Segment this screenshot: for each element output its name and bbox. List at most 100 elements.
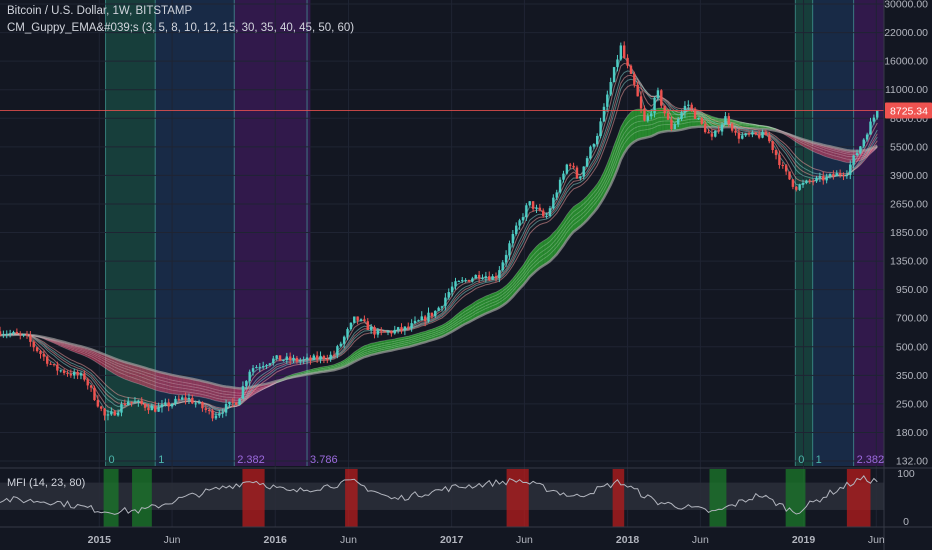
candle-body bbox=[430, 312, 434, 317]
candle-body bbox=[292, 357, 295, 361]
fib-label-1: 1 bbox=[158, 454, 164, 466]
candle bbox=[231, 398, 235, 408]
candle bbox=[302, 356, 305, 365]
candle bbox=[811, 178, 815, 186]
candle bbox=[636, 81, 639, 97]
candle bbox=[339, 341, 342, 348]
price-tick-label: 5500.00 bbox=[890, 141, 928, 153]
candle-body bbox=[660, 90, 663, 106]
candle bbox=[700, 116, 704, 126]
candle bbox=[477, 270, 481, 283]
candle bbox=[224, 399, 228, 417]
candle bbox=[565, 163, 569, 175]
candle bbox=[521, 213, 525, 224]
candle bbox=[59, 369, 62, 373]
time-tick-label: Jun bbox=[340, 534, 357, 546]
candle bbox=[29, 330, 32, 347]
indicator-label[interactable]: CM_Guppy_EMA&#039;s (3, 5, 8, 10, 12, 15… bbox=[7, 22, 355, 34]
candle bbox=[5, 330, 8, 339]
candle bbox=[518, 218, 521, 230]
candle bbox=[572, 162, 575, 170]
candle-body bbox=[322, 355, 326, 360]
candle bbox=[822, 171, 825, 185]
candle-body bbox=[251, 368, 255, 372]
candle bbox=[423, 314, 427, 327]
long-ema-band-seg bbox=[556, 224, 561, 255]
mfi-oversold-zone bbox=[709, 469, 727, 527]
long-ema-30 bbox=[0, 107, 878, 403]
candle bbox=[282, 359, 285, 362]
candle-body bbox=[258, 366, 262, 368]
candle-body bbox=[187, 397, 191, 400]
candle-body bbox=[221, 412, 224, 414]
candle-body bbox=[309, 357, 312, 360]
long-ema-band-seg bbox=[361, 345, 365, 359]
candle bbox=[481, 274, 484, 280]
candle-body bbox=[46, 356, 49, 364]
long-ema-band-seg bbox=[506, 282, 510, 303]
candle-body bbox=[450, 286, 454, 293]
mfi-line bbox=[0, 475, 878, 515]
candle bbox=[515, 222, 518, 236]
candle bbox=[828, 173, 832, 179]
candle-body bbox=[407, 326, 410, 328]
candle bbox=[346, 327, 349, 341]
long-ema-band-seg bbox=[222, 386, 227, 403]
time-axis[interactable]: 2015 Jun 2016 Jun 2017 Jun 2018 Jun 2019 Jun bbox=[0, 526, 932, 546]
long-ema-band-seg bbox=[495, 290, 500, 310]
candle-body bbox=[717, 130, 720, 132]
candle-body bbox=[622, 45, 626, 58]
candle-body bbox=[66, 373, 69, 375]
long-ema-band-seg bbox=[84, 347, 88, 358]
long-ema-band-seg bbox=[479, 297, 483, 317]
last-price-tag: 8725.34 bbox=[885, 102, 932, 119]
long-ema-band-seg bbox=[485, 294, 490, 314]
long-ema-band-seg bbox=[435, 326, 439, 340]
candle-body bbox=[730, 123, 734, 131]
mfi-overbought-zone bbox=[345, 469, 358, 527]
candle bbox=[204, 405, 208, 413]
time-tick-label: Jun bbox=[516, 534, 533, 546]
candle bbox=[322, 354, 326, 364]
price-tick-label: 950.00 bbox=[896, 284, 928, 296]
candle bbox=[869, 117, 872, 135]
candle bbox=[660, 89, 663, 109]
candle-body bbox=[734, 130, 737, 133]
candle bbox=[798, 183, 801, 191]
mfi-label[interactable]: MFI (14, 23, 80) bbox=[7, 477, 86, 489]
candle bbox=[595, 133, 599, 147]
candle bbox=[609, 77, 612, 97]
candle bbox=[393, 325, 396, 335]
candle-body bbox=[676, 119, 680, 125]
symbol-title[interactable]: Bitcoin / U.S. Dollar, 1W, BITSTAMP bbox=[7, 5, 193, 17]
candle-body bbox=[116, 412, 120, 416]
fib-label-0: 0 bbox=[109, 454, 115, 466]
candle bbox=[761, 129, 764, 139]
candle-body bbox=[130, 401, 133, 403]
long-ema-band-seg bbox=[209, 382, 213, 400]
candle-body bbox=[319, 355, 322, 360]
candle-body bbox=[663, 105, 666, 114]
candle-body bbox=[562, 173, 565, 180]
long-ema-band-seg bbox=[411, 334, 416, 346]
long-ema-band-seg bbox=[128, 362, 132, 382]
long-ema-band-seg bbox=[803, 139, 807, 148]
candle bbox=[120, 401, 123, 417]
candle-body bbox=[703, 123, 707, 133]
candle bbox=[315, 351, 319, 363]
price-axis[interactable]: 132.00 180.00 250.00 350.00 500.00 700.00 950.… bbox=[883, 0, 932, 550]
candle bbox=[170, 402, 174, 409]
candle bbox=[727, 112, 731, 128]
candle bbox=[39, 349, 42, 359]
long-ema-band-seg bbox=[94, 350, 98, 364]
candle bbox=[272, 355, 275, 366]
candle bbox=[25, 330, 29, 339]
candle-body bbox=[396, 327, 400, 330]
long-ema-band-seg bbox=[408, 335, 412, 347]
candle-body bbox=[653, 97, 656, 114]
long-ema-band-seg bbox=[823, 144, 827, 157]
candle bbox=[538, 203, 542, 212]
candle-body bbox=[15, 331, 19, 334]
candle bbox=[622, 41, 626, 59]
